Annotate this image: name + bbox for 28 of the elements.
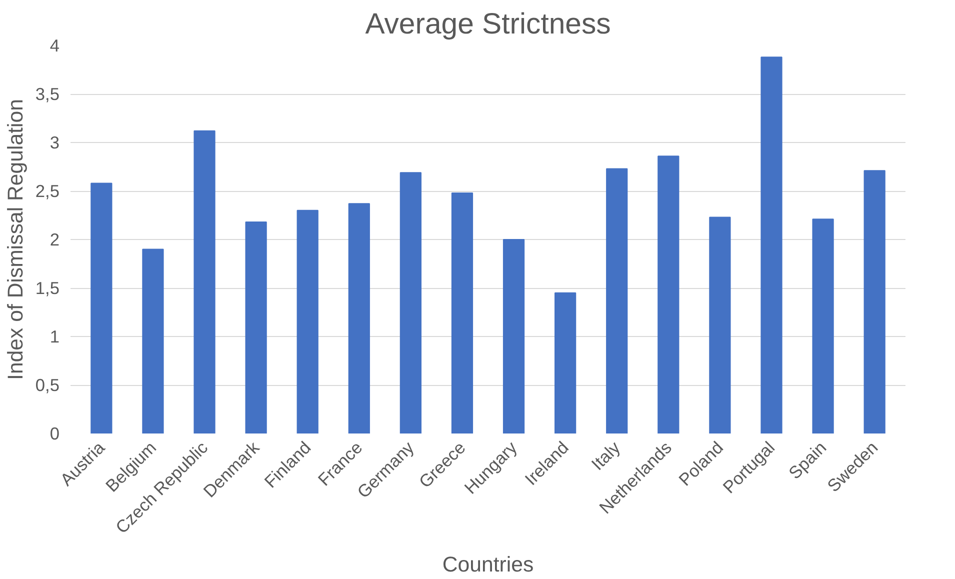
bar xyxy=(142,248,164,434)
bar xyxy=(812,218,834,434)
y-axis-title: Index of Dismissal Regulation xyxy=(3,99,28,380)
bar xyxy=(658,156,680,434)
bar xyxy=(245,222,267,434)
y-tick-label: 3,5 xyxy=(35,84,60,104)
bar xyxy=(760,56,782,434)
y-tick-label: 1 xyxy=(50,326,60,346)
y-tick-label: 0,5 xyxy=(35,375,60,395)
bar xyxy=(606,168,628,434)
bar xyxy=(864,170,886,434)
bar xyxy=(502,239,525,434)
bar xyxy=(348,203,370,434)
y-tick-label: 2,5 xyxy=(35,181,60,201)
bar xyxy=(451,192,474,434)
chart-title: Average Strictness xyxy=(365,8,611,40)
y-tick-label: 1,5 xyxy=(35,278,60,298)
bar xyxy=(400,172,422,434)
x-axis-title: Countries xyxy=(442,552,534,576)
y-tick-label: 2 xyxy=(50,230,60,250)
bar xyxy=(194,130,216,434)
y-tick-label: 4 xyxy=(50,36,60,56)
bar xyxy=(554,292,576,434)
y-tick-label: 3 xyxy=(50,132,60,152)
y-tick-label: 0 xyxy=(50,424,60,444)
bar xyxy=(90,182,112,434)
bar xyxy=(296,210,318,434)
bar xyxy=(709,216,731,434)
